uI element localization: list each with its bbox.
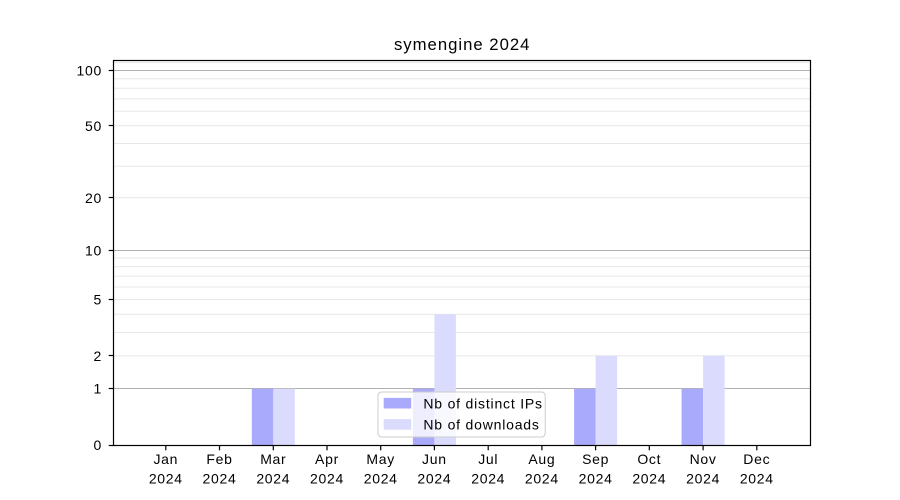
svg-text:Nov: Nov [690,451,717,467]
svg-text:2024: 2024 [256,471,290,487]
svg-text:0: 0 [94,437,103,453]
svg-text:2024: 2024 [579,471,613,487]
svg-text:2024: 2024 [417,471,451,487]
svg-text:2024: 2024 [686,471,720,487]
svg-text:2024: 2024 [525,471,559,487]
svg-text:Jun: Jun [422,451,447,467]
svg-text:5: 5 [94,292,103,308]
svg-text:1: 1 [94,381,103,397]
svg-text:Feb: Feb [206,451,232,467]
svg-text:Nb of downloads: Nb of downloads [423,417,539,433]
svg-text:Sep: Sep [582,451,609,467]
svg-text:symengine 2024: symengine 2024 [394,35,530,54]
svg-text:50: 50 [85,118,102,134]
svg-text:Oct: Oct [637,451,661,467]
svg-text:Jul: Jul [478,451,498,467]
svg-text:Jan: Jan [153,451,178,467]
svg-text:2024: 2024 [740,471,774,487]
svg-text:2024: 2024 [310,471,344,487]
svg-text:Mar: Mar [260,451,286,467]
svg-text:2024: 2024 [149,471,183,487]
svg-text:Apr: Apr [315,451,339,467]
svg-text:Aug: Aug [528,451,555,467]
svg-text:100: 100 [77,62,102,78]
svg-text:Dec: Dec [743,451,770,467]
svg-text:2024: 2024 [364,471,398,487]
svg-text:2024: 2024 [471,471,505,487]
svg-text:Nb of distinct IPs: Nb of distinct IPs [423,396,542,412]
svg-text:20: 20 [85,190,102,206]
svg-text:10: 10 [85,242,102,258]
svg-text:May: May [366,451,395,467]
svg-text:2: 2 [94,348,103,364]
svg-text:2024: 2024 [632,471,666,487]
svg-text:2024: 2024 [203,471,237,487]
